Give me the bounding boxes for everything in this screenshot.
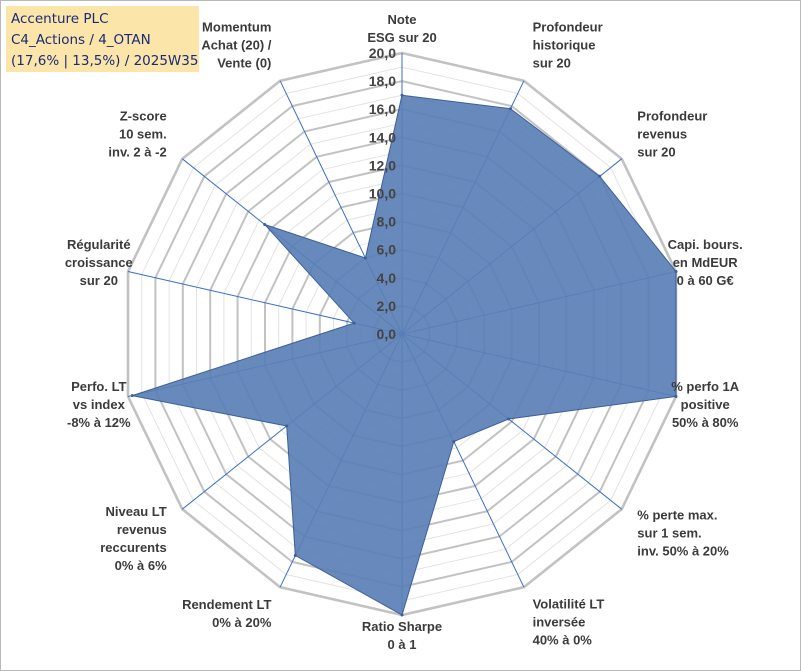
axis-label-line: Rendement LT xyxy=(182,597,271,612)
axis-label-line: Profondeur xyxy=(533,20,603,35)
data-point xyxy=(507,417,511,421)
data-point xyxy=(674,270,678,273)
data-point xyxy=(400,93,404,97)
axis-label: Profondeur historique sur 20 xyxy=(533,20,603,71)
tick-label: 20,0 xyxy=(369,45,396,61)
axis-label-line: 0% à 20% xyxy=(212,615,272,630)
axis-label: % perfo 1A positive 50% à 80% xyxy=(671,379,740,430)
data-point xyxy=(598,174,602,178)
axis-label-line: inv. 2 à -2 xyxy=(108,145,166,160)
data-point xyxy=(293,554,297,557)
axis-label-line: Profondeur xyxy=(637,109,707,124)
title-line-2: C4_Actions / 4_OTAN xyxy=(11,32,151,48)
axis-label-line: -8% à 12% xyxy=(67,415,131,430)
tick-label: 2,0 xyxy=(377,298,397,314)
tick-label: 0,0 xyxy=(377,326,397,342)
tick-label: 18,0 xyxy=(369,73,396,89)
axis-label-line: sur 20 xyxy=(637,145,675,160)
axis-label-line: 40% à 0% xyxy=(533,632,593,647)
axis-label-line: revenus xyxy=(117,522,167,537)
axis-label-line: sur 20 xyxy=(533,56,571,71)
axis-label-line: Niveau LT xyxy=(106,504,167,519)
axis-label-line: en MdEUR xyxy=(673,255,739,270)
tick-label: 14,0 xyxy=(369,129,396,145)
data-point xyxy=(130,394,134,398)
axis-label-line: vs index xyxy=(73,397,126,412)
axis-label-line: Achat (20) / xyxy=(201,38,271,53)
axis-label-line: 0% à 6% xyxy=(115,558,167,573)
tick-label: 8,0 xyxy=(377,214,397,230)
tick-label: 10,0 xyxy=(369,186,396,202)
tick-label: 16,0 xyxy=(369,101,396,117)
axis-label-line: sur 1 sem. xyxy=(637,526,701,541)
data-point xyxy=(263,223,267,226)
axis-label-line: Vente (0) xyxy=(217,56,271,71)
axis-label-line: Capi. bours. xyxy=(668,237,743,252)
axis-label-line: sur 20 xyxy=(80,273,118,288)
tick-label: 12,0 xyxy=(369,157,396,173)
axis-label: Volatilité LT inversée 40% à 0% xyxy=(533,596,605,647)
axis-label-line: reccurents xyxy=(100,540,166,555)
data-point xyxy=(452,440,456,444)
axis-label-line: 10 sem. xyxy=(119,127,167,142)
series-area xyxy=(130,94,677,616)
radar-series xyxy=(130,93,678,617)
axis-label-line: revenus xyxy=(637,127,687,142)
axis-label-line: inv. 50% à 20% xyxy=(637,544,729,559)
axis-label-line: Ratio Sharpe xyxy=(362,619,442,634)
axis-label-line: 0 à 1 xyxy=(388,637,417,652)
axis-label-line: 50% à 80% xyxy=(672,415,739,430)
data-point xyxy=(674,395,678,398)
axis-label-line: % perte max. xyxy=(637,508,717,523)
tick-label: 4,0 xyxy=(377,270,397,286)
axis-label: % perte max. sur 1 sem. inv. 50% à 20% xyxy=(637,508,729,559)
axis-label: Note ESG sur 20 xyxy=(367,12,436,45)
axis-label: Niveau LT revenus reccurents 0% à 6% xyxy=(100,504,167,573)
axis-label-line: Perfo. LT xyxy=(71,379,126,394)
radar-axis-labels: Note ESG sur 20 Profondeur historique sur 20… xyxy=(65,12,743,652)
data-point xyxy=(509,107,512,111)
axis-label-line: croissance xyxy=(65,255,133,270)
axis-label-line: historique xyxy=(533,38,596,53)
tick-label: 6,0 xyxy=(377,242,397,258)
axis-label-line: Régularité xyxy=(67,237,131,252)
axis-label: Profondeur revenus sur 20 xyxy=(637,109,707,160)
data-point xyxy=(400,613,404,617)
axis-label: Capi. bours. en MdEUR 0 à 60 G€ xyxy=(668,237,743,288)
axis-label-line: Volatilité LT xyxy=(533,596,605,611)
axis-label: Rendement LT 0% à 20% xyxy=(182,597,272,630)
chart-title-box: Accenture PLC C4_Actions / 4_OTAN (17,6%… xyxy=(6,6,199,72)
data-point xyxy=(363,256,367,260)
axis-label-line: ESG sur 20 xyxy=(367,30,436,45)
radar-tick-labels: 0,0 2,0 4,0 6,0 8,0 10,0 12,0 14,0 16,0 18,0 20,0 xyxy=(369,45,396,342)
title-line-3: (17,6% | 13,5%) / 2025W35 xyxy=(11,53,199,69)
axis-label: Perfo. LT vs index -8% à 12% xyxy=(67,379,131,430)
axis-label: Régularité croissance sur 20 xyxy=(65,237,133,288)
axis-label-line: 0 à 60 G€ xyxy=(677,273,734,288)
data-point xyxy=(285,424,289,428)
axis-label-line: positive xyxy=(681,397,730,412)
axis-label-line: Z-score xyxy=(120,109,167,124)
axis-label-line: inversée xyxy=(533,614,586,629)
axis-label-line: Momentum xyxy=(202,20,271,35)
axis-label: Momentum Achat (20) / Vente (0) xyxy=(201,20,271,71)
axis-label-line: Note xyxy=(388,12,417,27)
axis-label: Z-score 10 sem. inv. 2 à -2 xyxy=(108,109,166,160)
axis-label: Ratio Sharpe 0 à 1 xyxy=(362,619,442,652)
title-line-1: Accenture PLC xyxy=(11,11,109,27)
axis-label-line: % perfo 1A xyxy=(671,379,740,394)
data-point xyxy=(352,321,356,325)
